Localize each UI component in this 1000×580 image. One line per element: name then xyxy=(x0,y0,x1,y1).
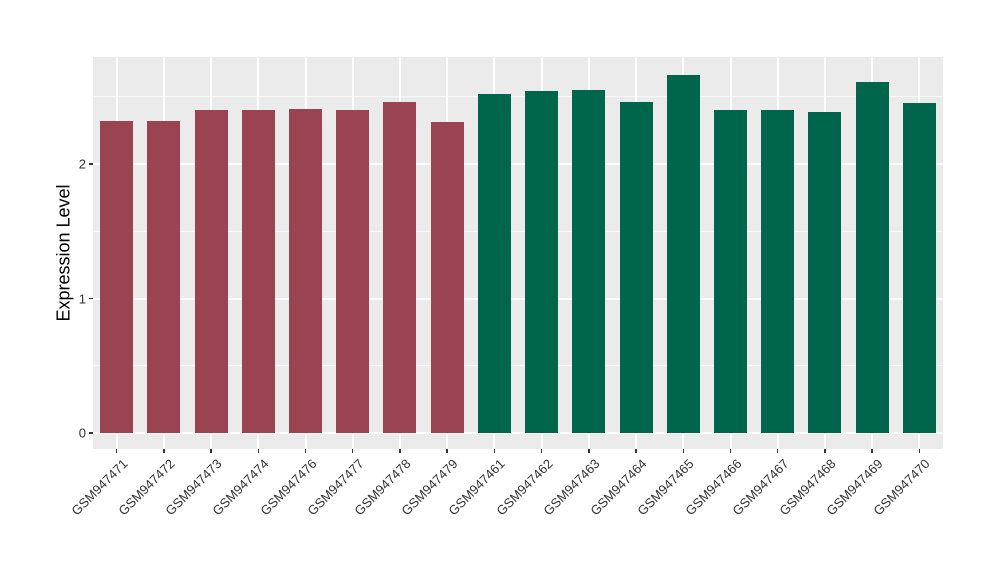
x-tick-mark xyxy=(588,449,590,453)
minor-gridline xyxy=(93,230,943,232)
y-tick-mark xyxy=(89,163,93,165)
bar-GSM947461 xyxy=(477,94,511,433)
major-gridline xyxy=(93,163,943,165)
x-tick-mark xyxy=(682,449,685,453)
x-tick-mark xyxy=(918,449,921,453)
x-tick-mark xyxy=(871,449,873,453)
bar-GSM947473 xyxy=(194,110,228,433)
bar-GSM947479 xyxy=(430,122,464,433)
x-tick-mark xyxy=(115,449,118,453)
major-gridline xyxy=(93,432,943,434)
x-tick-mark xyxy=(210,449,212,453)
y-tick-label: 0 xyxy=(78,425,86,441)
bar-GSM947468 xyxy=(808,111,842,433)
x-tick-mark xyxy=(635,449,637,453)
minor-gridline xyxy=(93,365,943,367)
bar-GSM947471 xyxy=(100,120,134,433)
x-tick-mark xyxy=(257,449,260,453)
bar-GSM947478 xyxy=(383,102,417,433)
x-tick-mark xyxy=(351,449,354,453)
x-tick-mark xyxy=(776,449,779,453)
bar-GSM947464 xyxy=(619,102,653,433)
x-tick-mark xyxy=(824,449,826,453)
bar-GSM947467 xyxy=(761,110,795,433)
x-tick-mark xyxy=(163,449,165,453)
bar-GSM947465 xyxy=(666,75,700,433)
bar-GSM947472 xyxy=(147,120,181,433)
bar-GSM947469 xyxy=(855,81,889,433)
x-tick-mark xyxy=(304,449,307,453)
minor-gridline xyxy=(93,96,943,98)
bar-GSM947474 xyxy=(241,110,275,433)
x-tick-mark xyxy=(399,449,401,453)
bar-GSM947466 xyxy=(714,110,747,433)
y-tick-mark xyxy=(89,432,93,434)
x-tick-mark xyxy=(729,449,732,453)
x-tick-mark xyxy=(446,449,448,453)
y-tick-label: 1 xyxy=(78,291,86,306)
major-gridline xyxy=(93,297,943,300)
y-tick-label: 2 xyxy=(78,156,86,172)
x-tick-mark xyxy=(540,449,543,453)
bar-GSM947476 xyxy=(289,108,322,433)
bar-GSM947477 xyxy=(336,110,370,433)
bar-GSM947470 xyxy=(902,103,936,433)
bar-GSM947463 xyxy=(572,90,606,433)
y-tick-mark xyxy=(89,297,93,300)
plot-panel xyxy=(93,57,943,449)
x-tick-mark xyxy=(493,449,496,453)
bar-GSM947462 xyxy=(525,91,559,433)
